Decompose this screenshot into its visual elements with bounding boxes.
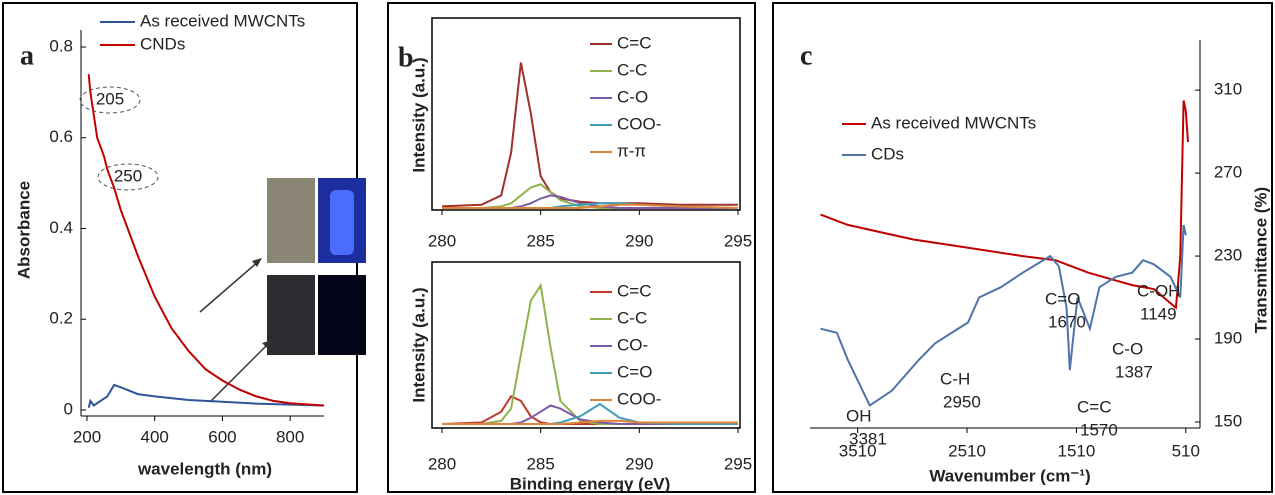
arrow-head [252, 258, 262, 267]
photo [330, 190, 354, 255]
y-tick-label: 0.8 [49, 36, 73, 55]
series-line [820, 224, 1187, 407]
y-tick-label: 150 [1214, 411, 1242, 430]
annotation-ring [79, 86, 141, 114]
y-axis-label: Intensity (a.u.) [409, 287, 428, 402]
legend-label: C-C [617, 60, 647, 79]
y-axis-label: Transmittance (%) [1251, 187, 1270, 333]
x-tick-label: 290 [625, 454, 653, 473]
x-tick-label: 285 [526, 231, 554, 250]
legend-label: As received MWCNTs [871, 113, 1036, 132]
legend-label: COO- [617, 114, 661, 133]
x-tick-label: 800 [276, 427, 304, 446]
y-tick-label: 0 [64, 399, 73, 418]
legend-label: π-π [617, 141, 646, 160]
photo-insets [199, 178, 366, 403]
panel-label: a [20, 40, 34, 71]
photo [318, 275, 366, 355]
annotation-ring [97, 163, 159, 191]
legend-label: C=C [617, 33, 651, 52]
x-tick-label: 510 [1172, 441, 1200, 460]
annotation: 250 [114, 166, 142, 185]
annotation-group: OH [846, 406, 872, 425]
x-tick-label: 285 [526, 454, 554, 473]
y-tick-label: 310 [1214, 80, 1242, 99]
annotation-value: 3381 [849, 429, 887, 448]
annotation-value: 2950 [943, 392, 981, 411]
x-axis-label: Wavenumber (cm⁻¹) [929, 466, 1090, 485]
series-line [820, 100, 1189, 310]
y-axis-label: Absorbance [14, 181, 33, 279]
x-tick-label: 2510 [948, 441, 986, 460]
legend-label: As received MWCNTs [140, 11, 305, 30]
x-tick-label: 295 [724, 231, 752, 250]
legend-label: C=O [617, 362, 652, 381]
photo [267, 275, 315, 355]
x-axis-label: Binding energy (eV) [510, 474, 671, 493]
arrow-head [262, 340, 272, 349]
panel-label: c [800, 40, 812, 71]
panel-frame [772, 2, 1273, 493]
y-tick-label: 0.6 [49, 127, 73, 146]
x-tick-label: 400 [141, 427, 169, 446]
annotation-group: C-H [940, 369, 970, 388]
panel-label: b [398, 42, 414, 73]
x-tick-label: 280 [428, 454, 456, 473]
legend-label: C-C [617, 308, 647, 327]
x-tick-label: 200 [73, 427, 101, 446]
plot-frame [431, 17, 741, 211]
panel-frame [387, 2, 756, 493]
x-tick-label: 600 [208, 427, 236, 446]
arrow [199, 259, 261, 313]
legend-label: C-O [617, 87, 648, 106]
annotation-value: 1670 [1048, 312, 1086, 331]
series-line [442, 203, 739, 209]
annotation-group: C-OH [1137, 281, 1180, 300]
x-axis-label: wavelength (nm) [137, 459, 272, 478]
series-line [87, 74, 325, 407]
y-tick-label: 0.2 [49, 309, 73, 328]
x-tick-label: 1510 [1057, 441, 1095, 460]
legend-label: COO- [617, 389, 661, 408]
x-tick-label: 290 [625, 231, 653, 250]
photo [267, 178, 315, 263]
series-line [87, 383, 325, 408]
series-line [441, 62, 738, 208]
annotation-group: C-O [1112, 339, 1143, 358]
y-tick-label: 270 [1214, 163, 1242, 182]
annotation-group: C=C [1077, 397, 1111, 416]
y-axis-label: Intensity (a.u.) [409, 57, 428, 172]
y-tick-label: 230 [1214, 246, 1242, 265]
annotation-value: 1149 [1140, 304, 1177, 323]
legend-label: CDs [871, 144, 904, 163]
legend-label: CO- [617, 335, 648, 354]
annotation-value: 1387 [1115, 362, 1153, 381]
plot-frame [431, 261, 741, 429]
x-tick-label: 295 [724, 454, 752, 473]
x-tick-label: 3510 [839, 441, 877, 460]
legend-label: C=C [617, 281, 651, 300]
series-line [442, 282, 738, 425]
arrow [209, 341, 271, 403]
annotation-group: C=O [1045, 289, 1080, 308]
x-tick-label: 280 [428, 231, 456, 250]
y-tick-label: 190 [1214, 329, 1242, 348]
annotation: 205 [96, 89, 124, 108]
y-tick-label: 0.4 [49, 218, 73, 237]
series-line [442, 419, 738, 425]
annotation-value: 1570 [1080, 420, 1118, 439]
legend-label: CNDs [140, 34, 185, 53]
